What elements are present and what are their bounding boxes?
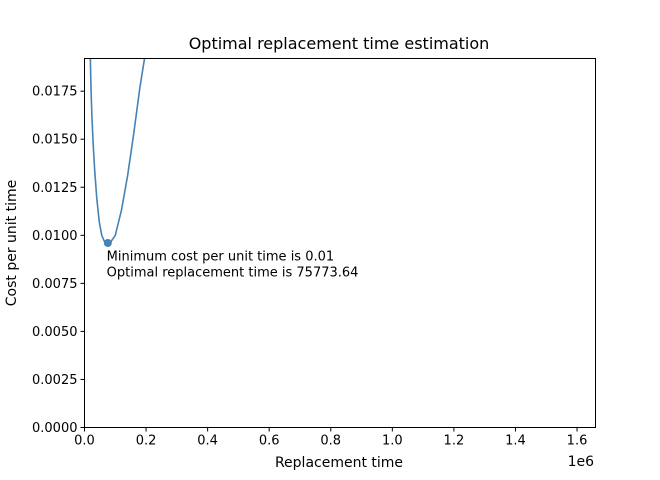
x-tick-label: 0.0 [74,434,95,449]
y-axis-ticks: 0.0000 0.0025 0.0050 0.0075 0.0100 0.0125 0.01… [32,85,85,436]
y-tick-label: 0.0125 [32,181,78,196]
y-tick-label: 0.0175 [32,85,78,100]
annotation-line-1: Minimum cost per unit time is 0.01 [107,249,335,264]
y-tick-label: 0.0025 [32,373,78,388]
x-offset-label: 1e6 [568,454,595,470]
x-tick-label: 1.6 [567,434,588,449]
y-tick-label: 0.0000 [32,421,78,436]
y-tick-label: 0.0075 [32,277,78,292]
x-tick-label: 0.4 [197,434,218,449]
minimum-point-marker [103,239,112,247]
y-tick-label: 0.0150 [32,133,78,148]
x-axis-ticks: 0.0 0.2 0.4 0.6 0.8 1.0 1.2 1.4 1.6 [74,427,588,449]
x-axis-label: Replacement time [275,455,403,471]
x-tick-label: 1.2 [444,434,465,449]
annotation-line-2: Optimal replacement time is 75773.64 [107,265,359,280]
y-tick-label: 0.0050 [32,325,78,340]
x-tick-label: 1.4 [505,434,526,449]
x-tick-label: 0.6 [259,434,280,449]
chart-title: Optimal replacement time estimation [189,34,490,53]
x-tick-label: 0.2 [136,434,157,449]
y-tick-label: 0.0100 [32,229,78,244]
annotation: Minimum cost per unit time is 0.01Optima… [107,249,359,280]
y-axis-label: Cost per unit time [4,180,20,307]
x-tick-label: 1.0 [382,434,403,449]
x-tick-label: 0.8 [320,434,341,449]
plot-area [89,58,146,247]
axes-frame [84,58,596,428]
